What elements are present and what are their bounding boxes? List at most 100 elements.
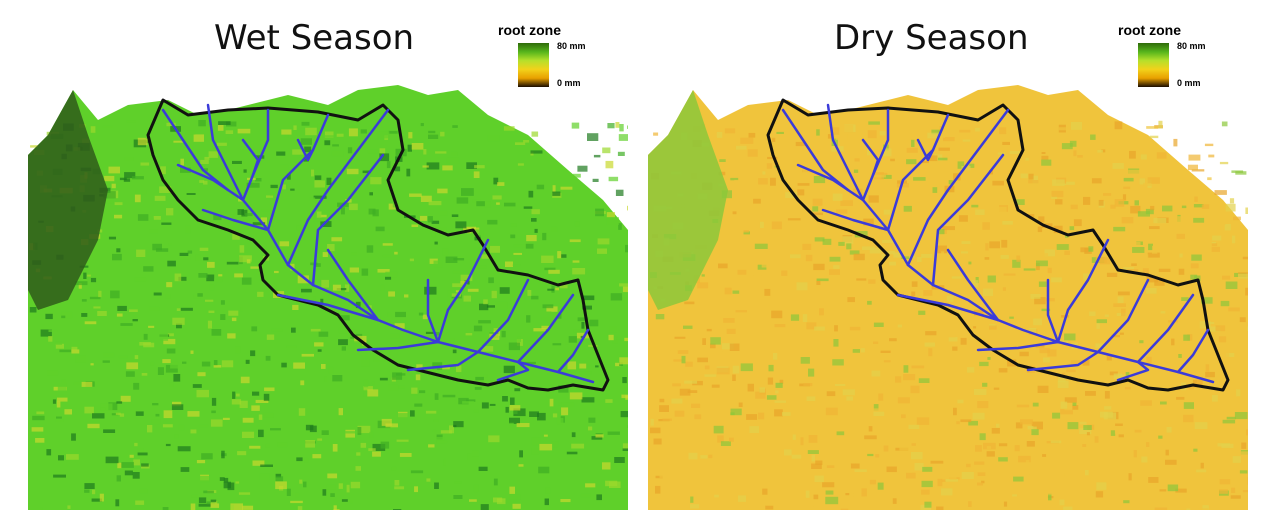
texture-patch (120, 395, 131, 402)
texture-patch (1123, 267, 1134, 271)
texture-patch (1240, 451, 1248, 457)
texture-patch (162, 424, 173, 428)
texture-patch (332, 144, 339, 147)
texture-patch (290, 500, 303, 504)
texture-patch (442, 248, 449, 256)
texture-patch (724, 128, 736, 134)
texture-patch (1208, 154, 1215, 158)
texture-patch (1230, 500, 1235, 507)
texture-patch (385, 271, 398, 278)
texture-patch (190, 429, 197, 434)
texture-patch (437, 188, 448, 194)
texture-patch (1096, 482, 1107, 490)
texture-patch (925, 331, 937, 336)
texture-patch (226, 261, 239, 265)
river-segment (266, 113, 330, 232)
texture-patch (1190, 263, 1199, 269)
texture-patch (462, 401, 474, 404)
texture-patch (440, 210, 448, 216)
texture-patch (1094, 448, 1099, 456)
texture-patch (252, 391, 260, 396)
texture-patch (124, 172, 136, 179)
texture-patch (252, 222, 266, 226)
texture-patch (137, 452, 148, 456)
texture-patch (161, 222, 172, 225)
texture-patch (1041, 308, 1051, 312)
texture-patch (568, 336, 577, 343)
texture-patch (1080, 247, 1089, 253)
texture-patch (382, 243, 393, 246)
texture-patch (1115, 423, 1123, 426)
texture-patch (143, 333, 148, 340)
texture-patch (312, 218, 324, 222)
texture-patch (671, 398, 683, 404)
texture-patch (1194, 196, 1198, 202)
texture-patch (977, 401, 989, 409)
texture-patch (473, 325, 483, 332)
texture-patch (504, 344, 509, 347)
texture-patch (213, 214, 222, 221)
texture-patch (154, 195, 166, 201)
texture-patch (396, 373, 406, 376)
texture-patch (691, 403, 701, 408)
texture-patch (320, 298, 324, 305)
texture-patch (338, 483, 343, 489)
texture-patch (213, 365, 222, 368)
texture-patch (740, 363, 753, 372)
texture-patch (995, 423, 1000, 428)
texture-patch (210, 419, 223, 427)
texture-patch (659, 405, 669, 412)
texture-patch (1091, 417, 1102, 420)
texture-patch (743, 231, 750, 235)
texture-patch (1187, 164, 1198, 171)
texture-patch (250, 266, 259, 269)
dry-season-panel: Dry Season root zone 80 mm 0 mm (630, 0, 1250, 520)
texture-patch (589, 319, 599, 327)
texture-patch (246, 259, 251, 264)
texture-patch (1002, 141, 1010, 145)
texture-patch (461, 188, 474, 196)
texture-patch (30, 145, 39, 148)
texture-patch (1179, 253, 1183, 258)
texture-patch (246, 182, 260, 188)
texture-patch (510, 223, 517, 227)
texture-patch (1085, 470, 1089, 476)
texture-patch (156, 248, 169, 252)
texture-patch (309, 425, 317, 433)
texture-patch (380, 284, 385, 292)
texture-patch (755, 391, 766, 399)
texture-patch (134, 442, 138, 447)
texture-patch (790, 254, 801, 259)
texture-patch (825, 407, 838, 416)
texture-patch (540, 269, 544, 273)
texture-patch (1117, 296, 1124, 303)
texture-patch (1193, 448, 1198, 452)
texture-patch (275, 481, 287, 490)
texture-patch (843, 460, 852, 464)
texture-patch (73, 381, 87, 386)
texture-patch (166, 208, 174, 216)
texture-patch (274, 270, 279, 274)
texture-patch (135, 189, 147, 195)
texture-patch (293, 125, 297, 130)
texture-patch (137, 214, 149, 221)
texture-patch (275, 476, 284, 482)
texture-patch (622, 297, 628, 304)
texture-patch (670, 344, 679, 351)
texture-patch (504, 202, 516, 207)
texture-patch (1214, 190, 1227, 195)
texture-patch (345, 429, 355, 438)
texture-patch (1002, 130, 1012, 134)
texture-patch (316, 211, 322, 218)
texture-patch (549, 398, 554, 407)
texture-patch (36, 411, 45, 415)
texture-patch (1104, 391, 1110, 399)
texture-patch (595, 208, 604, 217)
texture-patch (1052, 412, 1061, 419)
texture-patch (241, 209, 248, 217)
texture-patch (932, 187, 938, 193)
texture-patch (363, 379, 369, 388)
river-segment (176, 163, 230, 192)
texture-patch (170, 361, 179, 369)
texture-patch (595, 434, 604, 438)
